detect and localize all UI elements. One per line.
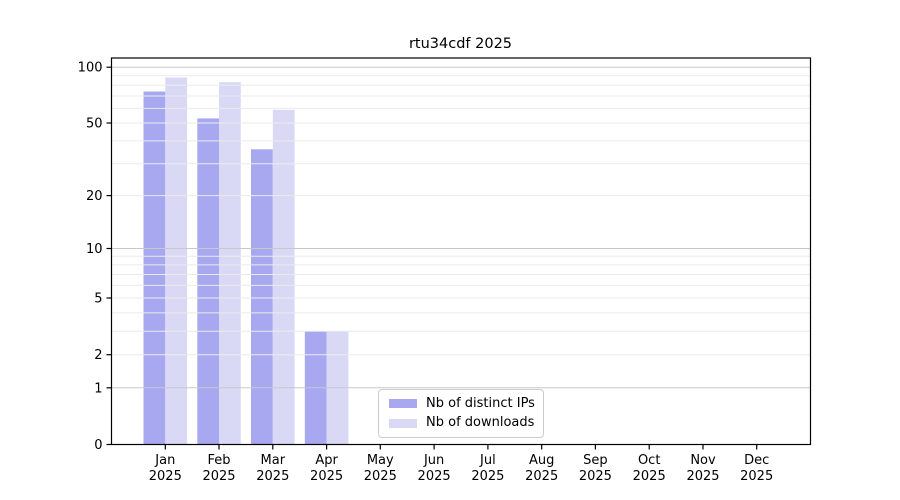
legend-label-downloads: Nb of downloads [426, 415, 535, 430]
x-tick-label-may: May [367, 453, 394, 468]
x-tick-sublabel-jul: 2025 [471, 469, 504, 484]
x-tick-sublabel-nov: 2025 [686, 469, 719, 484]
x-tick-label-nov: Nov [690, 453, 716, 468]
plot-border [110, 57, 812, 446]
legend: Nb of distinct IPs Nb of downloads [378, 389, 544, 438]
bar-nb-of-distinct-ips-mar [251, 149, 273, 445]
bar-nb-of-downloads-feb [219, 82, 241, 445]
bar-nb-of-downloads-mar [272, 109, 295, 445]
x-tick-sublabel-mar: 2025 [256, 469, 289, 484]
bar-nb-of-distinct-ips-jan [143, 91, 166, 445]
x-tick-label-apr: Apr [315, 453, 338, 468]
x-tick-sublabel-feb: 2025 [202, 469, 235, 484]
x-tick-sublabel-sep: 2025 [579, 469, 612, 484]
x-tick-label-dec: Dec [744, 453, 769, 468]
y-tick-label-100: 100 [78, 61, 103, 76]
y-tick-label-20: 20 [86, 189, 103, 204]
x-tick-sublabel-apr: 2025 [310, 469, 343, 484]
legend-swatch-distinct-ips [389, 399, 417, 409]
x-tick-sublabel-dec: 2025 [740, 469, 773, 484]
x-tick-sublabel-jun: 2025 [418, 469, 451, 484]
y-tick-label-1: 1 [94, 381, 102, 396]
chart-title: rtu34cdf 2025 [408, 36, 513, 52]
x-tick-label-mar: Mar [261, 453, 286, 468]
x-tick-label-jun: Jun [423, 453, 444, 468]
legend-item-downloads: Nb of downloads [389, 415, 535, 430]
y-tick-label-10: 10 [86, 242, 103, 257]
x-tick-label-aug: Aug [529, 453, 554, 468]
x-tick-sublabel-aug: 2025 [525, 469, 558, 484]
legend-label-distinct-ips: Nb of distinct IPs [426, 395, 535, 411]
legend-swatch-downloads [389, 418, 417, 428]
y-tick-label-2: 2 [94, 348, 102, 363]
x-tick-sublabel-may: 2025 [364, 469, 397, 484]
x-tick-label-sep: Sep [583, 453, 608, 468]
legend-item-distinct-ips: Nb of distinct IPs [389, 395, 535, 411]
x-tick-label-jan: Jan [154, 453, 175, 468]
x-tick-sublabel-oct: 2025 [633, 469, 666, 484]
bar-nb-of-downloads-jan [165, 77, 188, 445]
x-tick-sublabel-jan: 2025 [149, 469, 182, 484]
bar-nb-of-distinct-ips-feb [197, 118, 220, 445]
x-tick-label-feb: Feb [207, 453, 230, 468]
y-tick-label-50: 50 [86, 117, 103, 132]
y-tick-label-0: 0 [94, 438, 102, 453]
x-tick-label-oct: Oct [638, 453, 660, 468]
x-tick-label-jul: Jul [479, 453, 496, 468]
y-tick-label-5: 5 [94, 292, 102, 307]
